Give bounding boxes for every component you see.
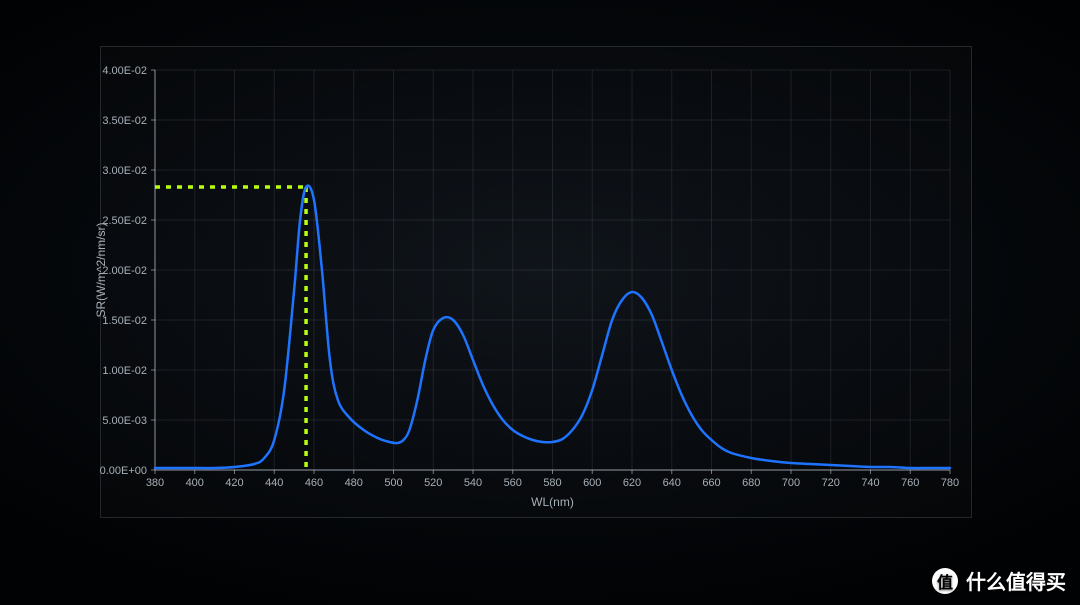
x-tick-label: 380: [146, 477, 164, 489]
x-tick-label: 500: [384, 477, 402, 489]
x-tick-label: 480: [345, 477, 363, 489]
y-tick-label: 2.50E-02: [102, 215, 147, 227]
x-axis-label: WL(nm): [531, 495, 574, 509]
x-tick-label: 400: [186, 477, 204, 489]
y-tick-label: 5.00E-03: [102, 415, 147, 427]
x-tick-label: 600: [583, 477, 601, 489]
watermark-text: 什么值得买: [966, 566, 1066, 595]
x-tick-label: 760: [901, 477, 919, 489]
x-tick-label: 520: [424, 477, 442, 489]
y-tick-label: 3.50E-02: [102, 115, 147, 127]
x-tick-label: 580: [543, 477, 561, 489]
x-tick-label: 560: [504, 477, 522, 489]
x-tick-label: 460: [305, 477, 323, 489]
y-tick-label: 4.00E-02: [102, 65, 147, 77]
y-axis-label: SR(W/m^2/nm/sr): [95, 223, 108, 318]
x-tick-label: 680: [742, 477, 760, 489]
x-tick-label: 540: [464, 477, 482, 489]
stage: 380 400 420 440 460 480 500 520 540 560 580 600 620 6…: [0, 0, 1080, 605]
spectrum-chart: 380 400 420 440 460 480 500 520 540 560 580 600 620 6…: [95, 60, 960, 515]
x-tick-label: 700: [782, 477, 800, 489]
y-tick-label: 0.00E+00: [100, 465, 147, 477]
x-tick-label: 780: [941, 477, 959, 489]
watermark: 值 什么值得买: [932, 566, 1066, 595]
y-tick-label: 1.00E-02: [102, 365, 147, 377]
y-tick-label: 3.00E-02: [102, 165, 147, 177]
x-tick-label: 420: [225, 477, 243, 489]
x-tick-label: 620: [623, 477, 641, 489]
y-tick-label: 1.50E-02: [102, 315, 147, 327]
x-tick-label: 640: [663, 477, 681, 489]
x-tick-label: 740: [861, 477, 879, 489]
x-tick-label: 720: [822, 477, 840, 489]
watermark-badge: 值: [932, 568, 958, 594]
x-tick-label: 660: [702, 477, 720, 489]
x-tick-label: 440: [265, 477, 283, 489]
chart-svg: 380 400 420 440 460 480 500 520 540 560 580 600 620 6…: [95, 60, 960, 515]
y-tick-label: 2.00E-02: [102, 265, 147, 277]
